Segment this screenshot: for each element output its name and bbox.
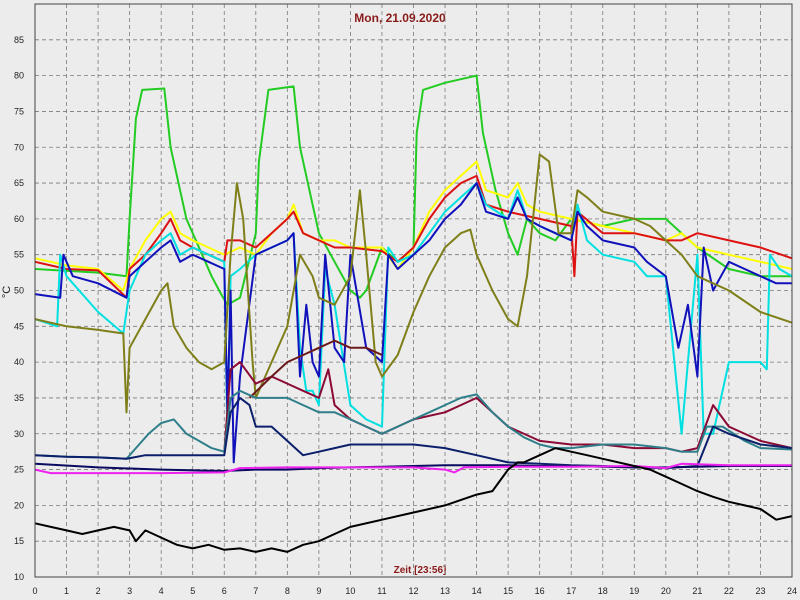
y-tick-label: 65 xyxy=(14,178,24,188)
series-line-10 xyxy=(34,462,792,472)
x-tick-label: 0 xyxy=(32,586,37,596)
x-tick-label: 17 xyxy=(566,586,576,596)
plot-frame xyxy=(34,3,793,578)
y-tick-label: 25 xyxy=(14,465,24,475)
x-tick-label: 18 xyxy=(598,586,608,596)
y-tick-label: 15 xyxy=(14,536,24,546)
x-tick-label: 20 xyxy=(661,586,671,596)
x-tick-label: 16 xyxy=(535,586,545,596)
x-tick-label: 2 xyxy=(96,586,101,596)
x-tick-label: 11 xyxy=(377,586,386,596)
x-tick-label: 5 xyxy=(190,586,195,596)
series-lines xyxy=(34,74,793,553)
x-axis-label: Zeit [23:56] xyxy=(394,565,447,576)
y-tick-label: 35 xyxy=(14,393,24,403)
y-tick-label: 85 xyxy=(14,35,24,45)
x-tick-label: 15 xyxy=(503,586,513,596)
series-line-3 xyxy=(34,182,793,435)
y-tick-label: 10 xyxy=(14,572,24,582)
series-line-7 xyxy=(248,339,383,399)
chart-title: Mon, 21.09.2020 xyxy=(354,11,446,25)
x-tick-label: 9 xyxy=(316,586,321,596)
y-tick-label: 70 xyxy=(14,142,24,152)
x-tick-label: 14 xyxy=(472,586,482,596)
x-tick-label: 10 xyxy=(345,586,355,596)
y-axis-label: °C xyxy=(1,286,13,298)
y-tick-label: 45 xyxy=(14,321,24,331)
series-line-12 xyxy=(34,447,793,553)
series-line-5 xyxy=(34,153,793,414)
x-tick-label: 22 xyxy=(724,586,734,596)
series-line-11 xyxy=(34,462,792,475)
x-tick-label: 6 xyxy=(222,586,227,596)
x-tick-label: 21 xyxy=(692,586,702,596)
y-tick-label: 20 xyxy=(14,500,24,510)
x-tick-label: 8 xyxy=(285,586,290,596)
x-tick-label: 19 xyxy=(629,586,639,596)
y-tick-label: 30 xyxy=(14,429,24,439)
x-tick-label: 13 xyxy=(440,586,450,596)
x-tick-label: 7 xyxy=(253,586,258,596)
y-tick-label: 50 xyxy=(14,286,24,296)
x-tick-label: 12 xyxy=(408,586,418,596)
y-tick-label: 40 xyxy=(14,357,24,367)
series-line-2 xyxy=(34,174,793,299)
x-tick-label: 23 xyxy=(755,586,765,596)
y-tick-label: 80 xyxy=(14,71,24,81)
tick-labels: 0 1 2 3 4 5 6 7 8 9 10 11 12 13 14 15 16 17 18 19 20 21 22 23 24… xyxy=(14,35,797,596)
series-line-8 xyxy=(34,389,793,460)
x-tick-label: 1 xyxy=(64,586,69,596)
x-tick-label: 3 xyxy=(127,586,132,596)
y-tick-label: 55 xyxy=(14,250,24,260)
y-tick-label: 75 xyxy=(14,106,24,116)
x-tick-label: 24 xyxy=(787,586,797,596)
x-tick-label: 4 xyxy=(159,586,164,596)
y-tick-label: 60 xyxy=(14,214,24,224)
